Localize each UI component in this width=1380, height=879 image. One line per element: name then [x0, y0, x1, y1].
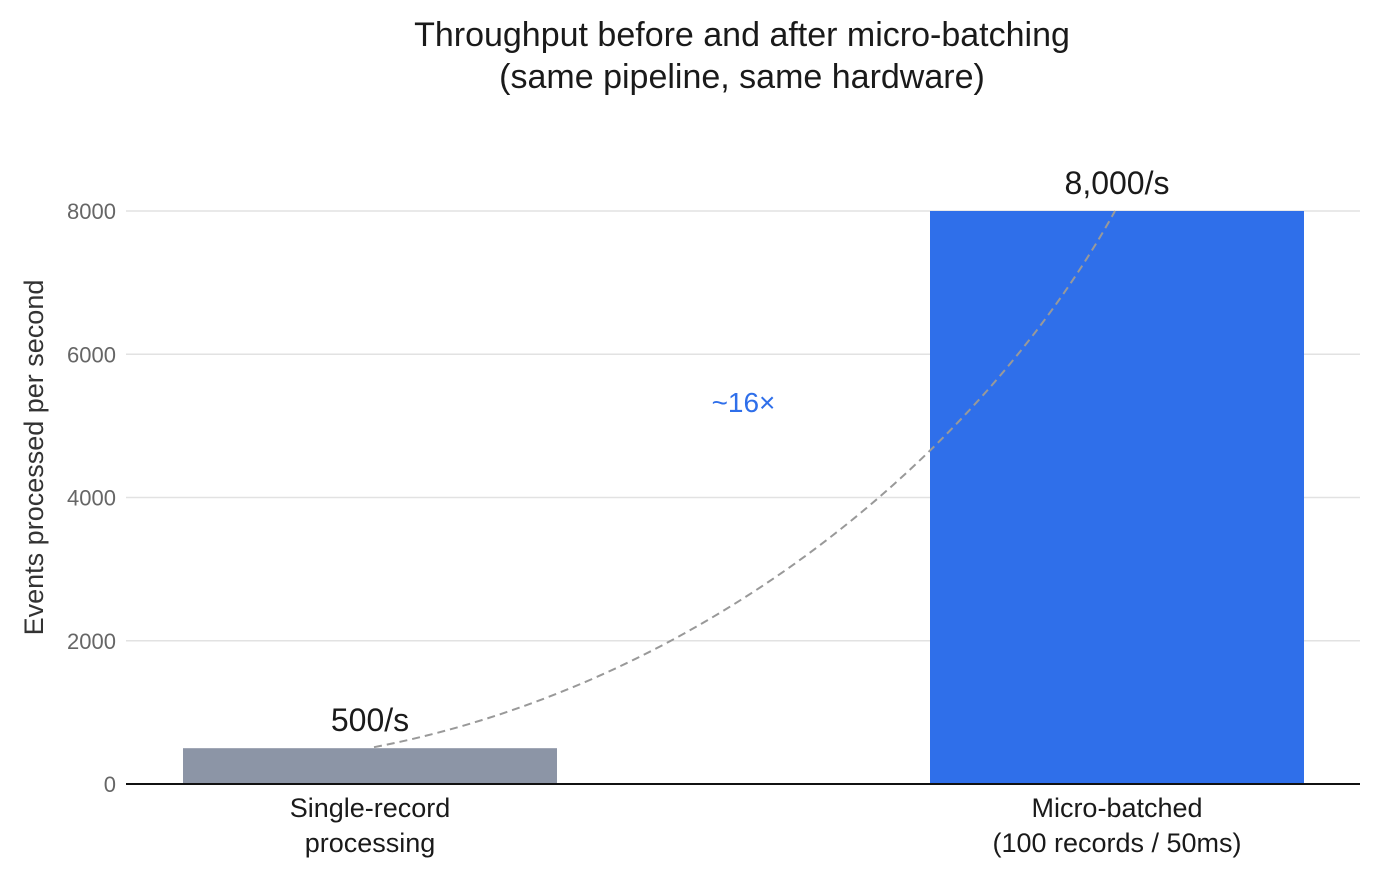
y-tick-label: 2000 — [67, 629, 116, 654]
x-axis-categories: Single-record processing Micro-batched (100… — [290, 793, 1242, 858]
annotation-connector — [373, 210, 1116, 749]
bar-value-labels: 500/s 8,000/s — [331, 165, 1170, 738]
y-tick-label: 8000 — [67, 199, 116, 224]
chart-title: Throughput before and after micro-batchi… — [414, 16, 1070, 54]
bars — [183, 211, 1304, 784]
y-tick-label: 0 — [104, 772, 116, 797]
bar-value-label: 8,000/s — [1065, 165, 1170, 201]
x-category-label: processing — [305, 828, 436, 858]
y-axis-ticks: 0 2000 4000 6000 8000 — [67, 199, 116, 797]
x-category-label: Micro-batched — [1031, 793, 1202, 823]
x-category-label: Single-record — [290, 793, 451, 823]
bar-0 — [183, 748, 557, 784]
x-category-label: (100 records / 50ms) — [992, 828, 1241, 858]
y-tick-label: 6000 — [67, 342, 116, 367]
y-axis-label: Events processed per second — [19, 280, 49, 636]
bar-value-label: 500/s — [331, 702, 409, 738]
connector-curve — [373, 210, 1116, 749]
bar-1 — [930, 211, 1304, 784]
speedup-annotation: ~16× — [712, 387, 776, 418]
y-tick-label: 4000 — [67, 486, 116, 511]
chart-subtitle: (same pipeline, same hardware) — [499, 58, 985, 96]
